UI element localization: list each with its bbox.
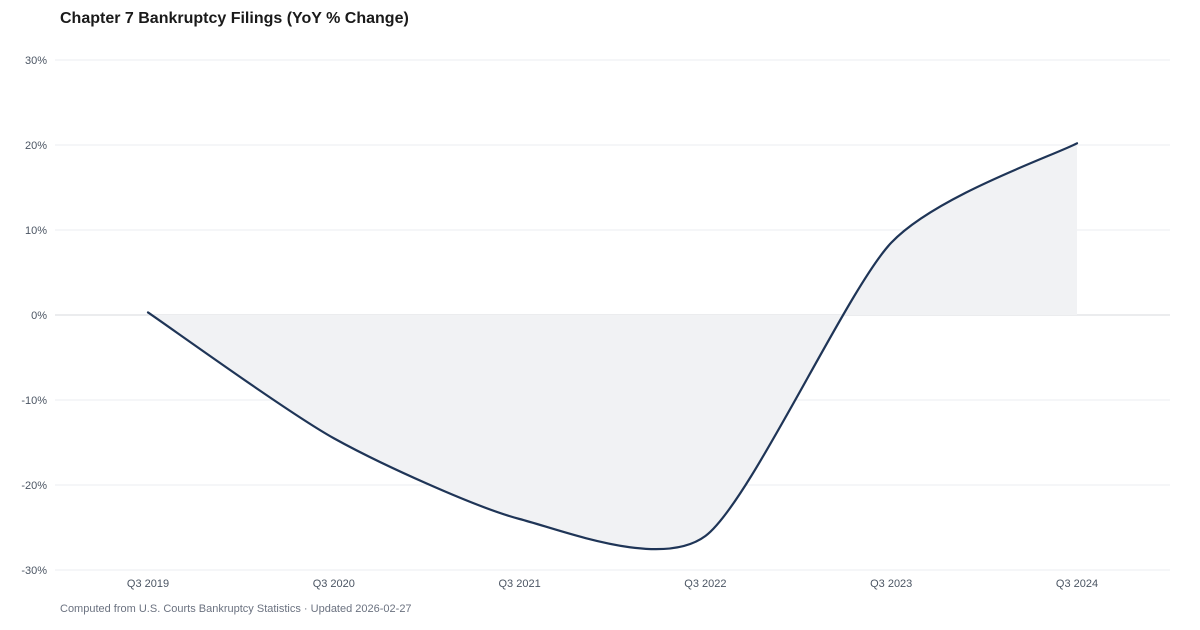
x-tick-label: Q3 2021 [498,578,540,590]
x-axis-tick-labels: Q3 2019 Q3 2020 Q3 2021 Q3 2022 Q3 2023 Q3 20… [127,578,1098,590]
data-point [1074,140,1080,146]
x-tick-label: Q3 2022 [684,578,726,590]
area-fill-layer [148,143,1077,550]
y-tick-label: 20% [25,140,47,152]
y-tick-label: -10% [21,395,47,407]
series-line-layer [145,140,1080,551]
x-tick-label: Q3 2020 [313,578,355,590]
y-tick-label: -30% [21,565,47,577]
y-tick-label: 0% [31,310,47,322]
x-tick-label: Q3 2023 [870,578,912,590]
y-axis-tick-labels: 30% 20% 10% 0% -10% -20% -30% [21,55,47,577]
source-footnote: Computed from U.S. Courts Bankruptcy Sta… [60,603,412,615]
series-line [146,142,1079,551]
y-tick-label: 10% [25,225,47,237]
data-point [145,309,151,315]
x-tick-label: Q3 2024 [1056,578,1098,590]
chart-title: Chapter 7 Bankruptcy Filings (YoY % Chan… [60,10,409,27]
data-point [331,435,337,441]
y-tick-label: -20% [21,480,47,492]
data-point [517,516,523,522]
series-area-fill [148,143,1077,550]
y-tick-label: 30% [25,55,47,67]
x-tick-label: Q3 2019 [127,578,169,590]
data-point [888,240,894,246]
data-point [702,533,708,539]
